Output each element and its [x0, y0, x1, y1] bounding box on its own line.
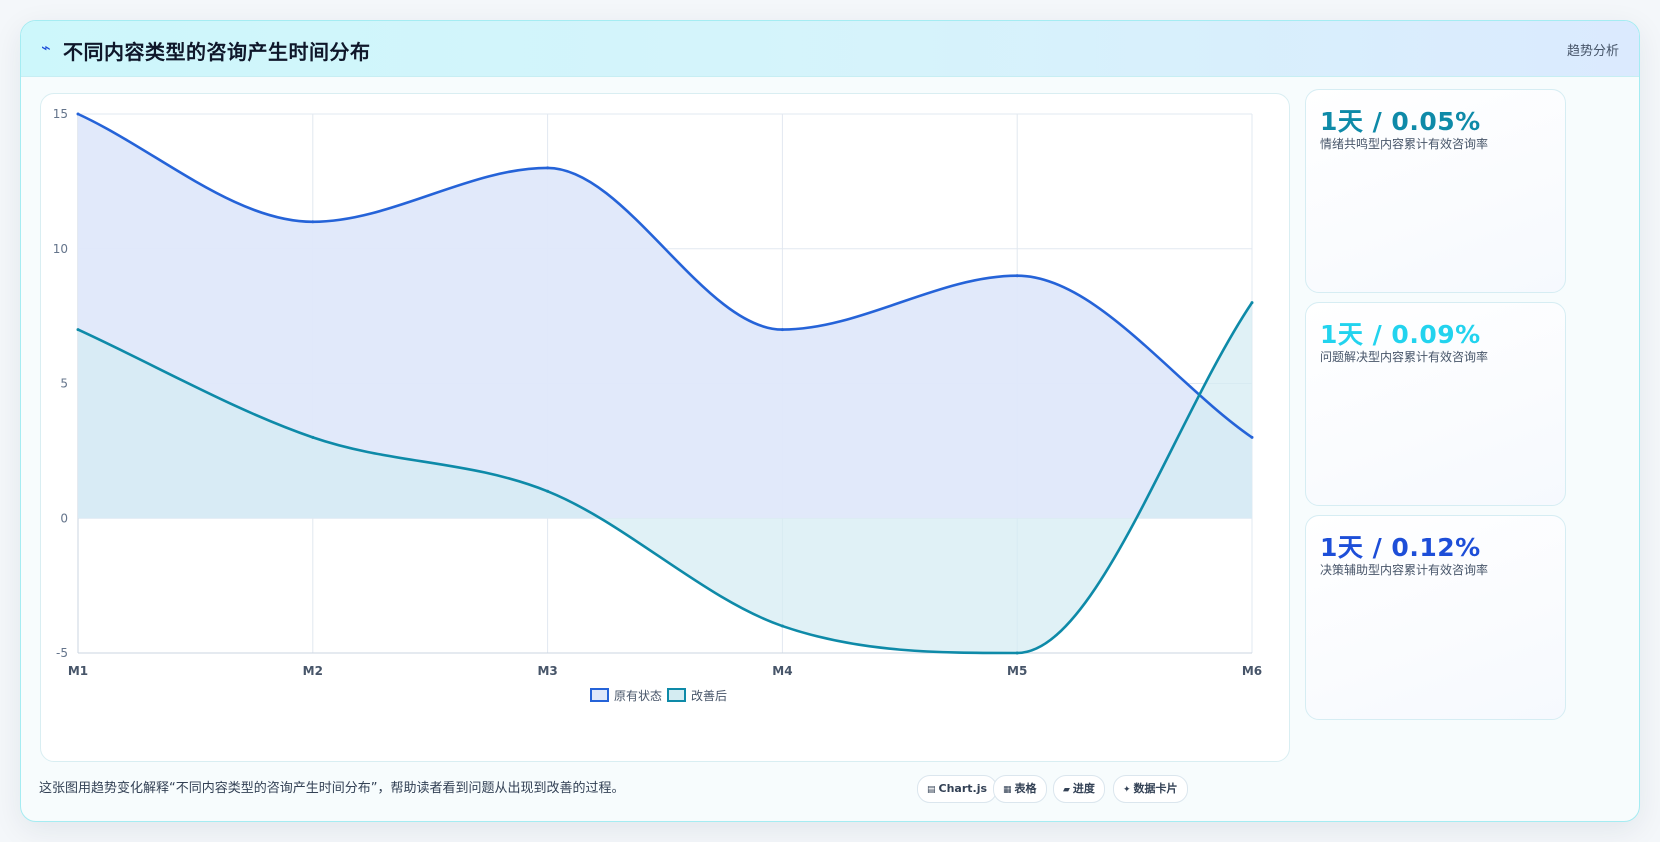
stat-card-decision: 1天 / 0.12% 决策辅助型内容累计有效咨询率: [1305, 515, 1566, 720]
chip-progress[interactable]: ▰ 进度: [1053, 775, 1105, 803]
stat-label: 决策辅助型内容累计有效咨询率: [1320, 563, 1489, 577]
stat-card-problem-solving: 1天 / 0.09% 问题解决型内容累计有效咨询率: [1305, 302, 1566, 506]
data-point: [1015, 651, 1019, 655]
area-chart: 15 10 5 0 -5M1 M2 M3 M4 M5 M6 原有状态 改善后: [53, 107, 1262, 703]
stat-value: 1天 / 0.09%: [1320, 320, 1481, 349]
x-tick-label: M6: [1242, 664, 1262, 678]
x-tick-label: M4: [772, 664, 792, 678]
x-tick-label: M2: [303, 664, 323, 678]
legend-label[interactable]: 原有状态: [614, 689, 662, 703]
legend-label[interactable]: 改善后: [691, 688, 727, 703]
chart-icon: ▤: [927, 785, 936, 795]
card-header: ⌁ 不同内容类型的咨询产生时间分布 趋势分析: [21, 21, 1639, 77]
stat-card-emotional: 1天 / 0.05% 情绪共鸣型内容累计有效咨询率: [1305, 89, 1566, 293]
data-point: [780, 328, 784, 332]
series-area-1: [78, 302, 1252, 653]
data-point: [546, 489, 550, 493]
y-tick-label: 15: [53, 107, 68, 121]
data-point: [1015, 274, 1019, 278]
data-point: [780, 624, 784, 628]
chip-data-card[interactable]: ✦ 数据卡片: [1113, 775, 1188, 803]
legend-swatch[interactable]: [667, 688, 686, 702]
series-line-1: [77, 301, 1254, 655]
y-tick-label: -5: [56, 646, 68, 660]
y-tick-label: 5: [60, 377, 68, 391]
table-icon: ▦: [1003, 785, 1012, 795]
y-tick-label: 10: [53, 242, 68, 256]
chart-panel: 15 10 5 0 -5 M1 M2 M3 M4 M5 M6 原有状态 改善后: [40, 93, 1290, 762]
stat-value: 1天 / 0.12%: [1320, 533, 1481, 562]
data-point: [546, 166, 550, 170]
x-tick-label: M5: [1007, 664, 1027, 678]
analysis-tag: 趋势分析: [1566, 44, 1619, 59]
x-tick-label: M1: [68, 664, 88, 678]
stat-value: 1天 / 0.05%: [1320, 107, 1481, 136]
data-point: [1250, 435, 1254, 439]
progress-icon: ▰: [1063, 785, 1070, 795]
stat-label: 问题解决型内容累计有效咨询率: [1320, 350, 1489, 364]
series-line-0: [77, 112, 1253, 439]
dashboard-card: ⌁ 不同内容类型的咨询产生时间分布 趋势分析 15 10 5 0 -5 M1 M2 M3 M4 M…: [20, 20, 1640, 822]
legend-swatch[interactable]: [590, 688, 609, 702]
data-point: [1250, 301, 1254, 305]
trend-icon: ⌁: [41, 38, 51, 57]
stat-label: 情绪共鸣型内容累计有效咨询率: [1320, 137, 1489, 151]
data-point: [311, 220, 315, 224]
sparkle-icon: ✦: [1123, 785, 1131, 795]
data-point: [76, 112, 80, 116]
chart-description: 这张图用趋势变化解释“不同内容类型的咨询产生时间分布”，帮助读者看到问题从出现到…: [39, 781, 625, 796]
chip-table[interactable]: ▦ 表格: [993, 775, 1047, 803]
data-point: [311, 435, 315, 439]
y-tick-label: 0: [60, 511, 68, 525]
series-area-0: [78, 114, 1252, 519]
page-title: 不同内容类型的咨询产生时间分布: [63, 40, 371, 64]
data-point: [76, 328, 80, 332]
x-tick-label: M3: [537, 664, 557, 678]
chip-chartjs[interactable]: ▤ Chart.js: [917, 775, 998, 803]
